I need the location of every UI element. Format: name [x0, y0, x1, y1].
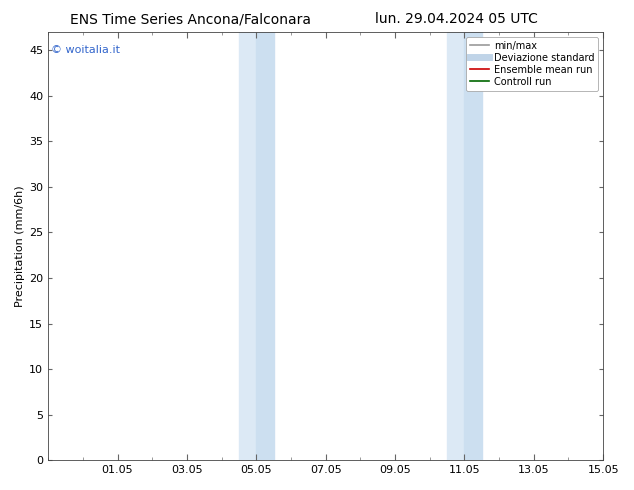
Legend: min/max, Deviazione standard, Ensemble mean run, Controll run: min/max, Deviazione standard, Ensemble m…: [466, 37, 598, 91]
Bar: [256, 32, 274, 460]
Bar: [239, 32, 256, 460]
Text: lun. 29.04.2024 05 UTC: lun. 29.04.2024 05 UTC: [375, 12, 538, 26]
Bar: [447, 32, 465, 460]
Bar: [465, 32, 482, 460]
Y-axis label: Precipitation (mm/6h): Precipitation (mm/6h): [15, 185, 25, 307]
Text: ENS Time Series Ancona/Falconara: ENS Time Series Ancona/Falconara: [70, 12, 311, 26]
Text: © woitalia.it: © woitalia.it: [51, 45, 120, 55]
